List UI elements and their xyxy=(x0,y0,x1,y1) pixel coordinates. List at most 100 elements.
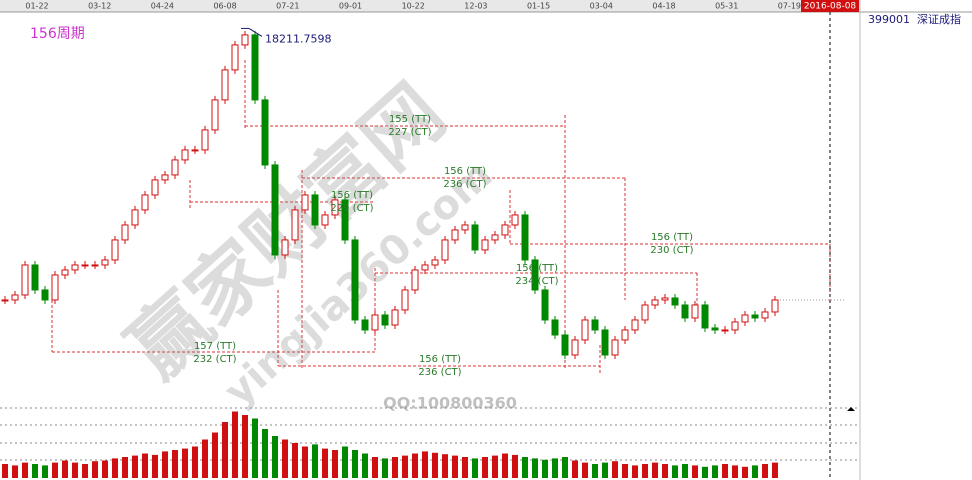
volume-bar xyxy=(42,465,48,478)
candle xyxy=(261,99,269,166)
volume-bar xyxy=(592,464,598,478)
volume-bar xyxy=(632,465,638,478)
candle xyxy=(291,209,299,241)
volume-bar xyxy=(232,411,238,478)
candle xyxy=(531,259,539,291)
candle xyxy=(361,319,369,331)
volume-bar xyxy=(742,466,748,478)
candle xyxy=(1,299,9,302)
symbol-code: 399001 xyxy=(868,13,910,26)
candle xyxy=(321,214,329,226)
volume-bar xyxy=(302,446,308,478)
volume-bar xyxy=(432,452,438,478)
candle xyxy=(431,259,439,266)
volume-bar xyxy=(522,457,528,478)
cycle-tt: 156 (TT) xyxy=(516,263,558,274)
current-date: 2016-08-08 xyxy=(804,2,857,12)
volume-bar xyxy=(122,457,128,478)
volume-bar xyxy=(162,451,168,478)
candle xyxy=(681,304,689,319)
volume-bar xyxy=(612,461,618,478)
volume-bar xyxy=(392,457,398,478)
volume-bar xyxy=(52,462,58,478)
candle xyxy=(411,269,419,291)
candle xyxy=(561,334,569,356)
volume-bar xyxy=(172,450,178,478)
candle xyxy=(671,297,679,306)
candle xyxy=(751,314,759,319)
volume-bar xyxy=(142,453,148,478)
volume-bar xyxy=(472,458,478,478)
volume-bar xyxy=(552,458,558,478)
marker-triangle xyxy=(847,407,855,411)
cycle-tt: 157 (TT) xyxy=(194,341,236,352)
current-date-box xyxy=(801,0,859,12)
volume-bar xyxy=(492,455,498,478)
date-label: 04-24 xyxy=(151,2,174,11)
volume-bar xyxy=(32,464,38,478)
cycle-ct: 234 (CT) xyxy=(515,276,558,287)
volume-bar xyxy=(182,448,188,478)
candle xyxy=(691,304,699,319)
candle xyxy=(21,264,29,296)
candle xyxy=(311,194,319,226)
volume-bar xyxy=(532,458,538,478)
volume-bar xyxy=(332,450,338,478)
candle xyxy=(81,264,89,267)
candle xyxy=(641,304,649,321)
volume-bar xyxy=(82,464,88,478)
candle xyxy=(391,309,399,326)
cycle-ct: 232 (CT) xyxy=(193,354,236,365)
candle xyxy=(661,297,669,301)
volume-bar xyxy=(352,450,358,478)
candle xyxy=(201,129,209,151)
candle xyxy=(101,259,109,266)
date-label: 10-22 xyxy=(402,2,425,11)
watermark-qq: QQ:100800360 xyxy=(383,394,517,413)
volume-grid xyxy=(0,407,860,461)
cycle-tt: 156 (TT) xyxy=(419,354,461,365)
cycle-tt: 156 (TT) xyxy=(651,232,693,243)
volume-bar xyxy=(212,432,218,478)
candle xyxy=(61,269,69,276)
date-label: 06-08 xyxy=(213,2,236,11)
volume-bar xyxy=(402,455,408,478)
peak-leader xyxy=(248,28,263,37)
candle xyxy=(71,264,79,271)
candle xyxy=(161,174,169,181)
date-label: 09-01 xyxy=(339,2,362,11)
candle xyxy=(141,194,149,211)
volume-bar xyxy=(192,446,198,478)
volume-bar xyxy=(72,462,78,478)
volume-bar xyxy=(542,459,548,478)
volume-bar xyxy=(702,466,708,478)
symbol-name: 深证成指 xyxy=(917,12,961,26)
volume-bar xyxy=(482,457,488,478)
volume-bar xyxy=(252,418,258,478)
candle xyxy=(721,329,729,332)
candle xyxy=(11,294,19,301)
candle xyxy=(631,319,639,331)
chart-title: 156周期 xyxy=(30,26,85,42)
volume-bar xyxy=(2,464,8,478)
date-label: 01-15 xyxy=(527,2,550,11)
candle xyxy=(41,289,49,301)
candle xyxy=(221,69,229,101)
candle xyxy=(591,319,599,331)
volume-bar xyxy=(732,465,738,478)
volume-bar xyxy=(382,458,388,478)
volume-bar xyxy=(152,454,158,478)
volume-bar xyxy=(342,446,348,478)
candle xyxy=(771,299,779,313)
candle xyxy=(151,179,159,196)
volume-bar xyxy=(132,455,138,478)
candle xyxy=(491,234,499,241)
candle xyxy=(271,164,279,256)
candle xyxy=(421,264,429,271)
volume-bar xyxy=(622,464,628,478)
volume-bar xyxy=(662,464,668,478)
cycle-ct: 227 (CT) xyxy=(388,127,431,138)
volume-bar xyxy=(202,439,208,478)
volume-bar xyxy=(412,453,418,478)
